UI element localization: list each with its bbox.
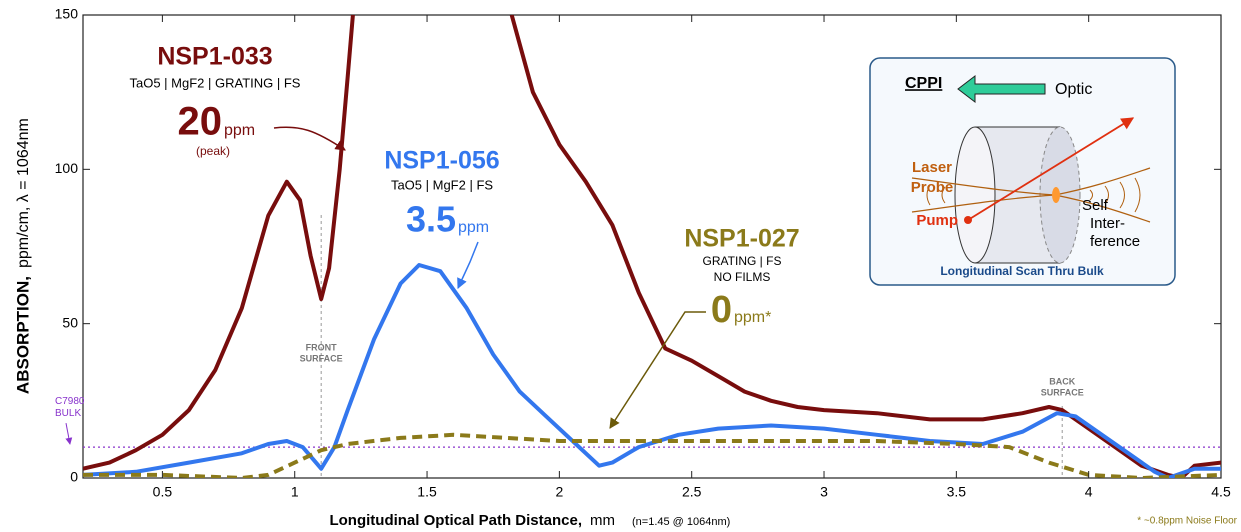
probe-beam xyxy=(911,167,1151,223)
surface-label: SURFACE xyxy=(300,353,343,363)
plot-area xyxy=(83,15,1221,478)
inset-title: CPPI xyxy=(905,75,942,92)
annotation-arrow xyxy=(273,126,346,151)
x-tick-label: 1.5 xyxy=(417,484,437,500)
optic-front xyxy=(954,126,996,264)
plot-frame xyxy=(82,14,1222,479)
series-note: (peak) xyxy=(196,144,230,158)
inset-probe: Laser xyxy=(912,159,952,176)
footnote: * ~0.8ppm Noise Floor xyxy=(1137,516,1237,527)
x-axis-note: (n=1.45 @ 1064nm) xyxy=(632,516,730,528)
series-subtitle: TaO5 | MgF2 | GRATING | FS xyxy=(130,75,301,90)
x-tick-label: 4.5 xyxy=(1211,484,1231,500)
surface-label: BACK xyxy=(1049,376,1075,386)
annotations: NSP1-033 TaO5 | MgF2 | GRATING | FS 20 p… xyxy=(130,43,800,429)
series-line xyxy=(83,263,1221,478)
y-axis-label-group: ABSORPTION, ppm/cm, λ = 1064nm xyxy=(13,118,32,394)
inset-pump: Pump xyxy=(916,212,958,229)
series-label: NSP1-027 xyxy=(684,225,799,253)
inset-self: Inter- xyxy=(1090,215,1125,232)
inset-probe: Probe xyxy=(911,179,954,196)
inset-diagram: CPPI Optic Laser Probe Pump Self Inter- … xyxy=(869,57,1176,286)
surface-label: FRONT xyxy=(306,342,337,352)
series-line xyxy=(83,432,1221,478)
y-axis-unit: ppm/cm, λ = 1064nm xyxy=(15,118,32,268)
series-label: NSP1-056 xyxy=(384,147,499,175)
noise-floor-label: C7980 xyxy=(55,396,85,407)
inset-self: Self xyxy=(1082,197,1109,214)
series-big-value: 20 xyxy=(178,100,223,144)
series-unit: ppm xyxy=(224,122,255,139)
series-subtitle: GRATING | FS xyxy=(703,254,782,268)
series-subtitle: NO FILMS xyxy=(714,270,771,284)
y-axis-label: ABSORPTION, xyxy=(13,276,32,394)
x-tick-label: 0.5 xyxy=(153,484,173,500)
optic-arrow xyxy=(957,74,1046,104)
probe-wavefronts xyxy=(926,177,1141,213)
y-tick-label: 150 xyxy=(55,6,79,22)
annotation-arrow xyxy=(457,241,479,289)
series-label: NSP1-033 xyxy=(157,43,272,71)
x-axis-unit: mm xyxy=(590,512,615,529)
x-tick-label: 2 xyxy=(555,484,563,500)
x-tick-label: 3.5 xyxy=(947,484,967,500)
x-tick-label: 1 xyxy=(291,484,299,500)
noise-floor-arrow xyxy=(65,423,73,445)
inset-self: ference xyxy=(1090,233,1140,250)
series-unit: ppm* xyxy=(734,309,771,326)
series-big-value: 3.5 xyxy=(406,199,456,240)
series-unit: ppm xyxy=(458,219,489,236)
surface-label: SURFACE xyxy=(1041,387,1084,397)
pump-beam xyxy=(967,117,1135,221)
noise-floor-label: BULK xyxy=(55,408,81,419)
y-tick-label: 0 xyxy=(70,469,78,485)
y-tick-label: 50 xyxy=(62,314,78,330)
x-tick-label: 2.5 xyxy=(682,484,702,500)
series-subtitle: TaO5 | MgF2 | FS xyxy=(391,177,493,192)
series-big-value: 0 xyxy=(711,289,732,331)
y-tick-label: 100 xyxy=(55,160,79,176)
pump-source xyxy=(964,216,972,224)
x-axis-label: Longitudinal Optical Path Distance, xyxy=(329,512,582,529)
probe-focus xyxy=(1052,187,1060,203)
x-tick-label: 3 xyxy=(820,484,828,500)
inset-optic: Optic xyxy=(1055,81,1092,98)
x-tick-label: 4 xyxy=(1085,484,1093,500)
series-line xyxy=(83,15,1221,478)
inset-caption: Longitudinal Scan Thru Bulk xyxy=(940,264,1104,278)
annotation-arrow xyxy=(609,311,706,429)
